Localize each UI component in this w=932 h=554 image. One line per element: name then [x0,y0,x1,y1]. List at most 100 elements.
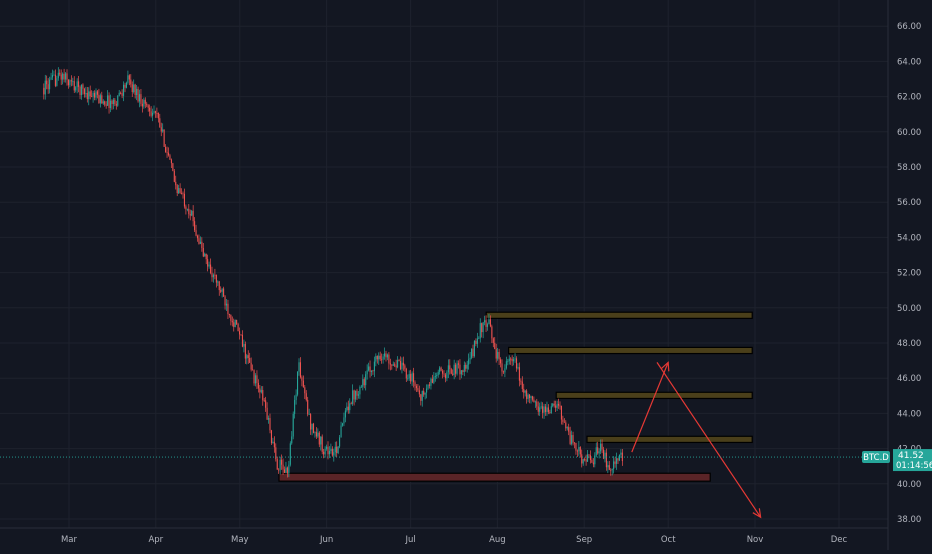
arrow-up-head[interactable] [661,361,670,372]
candle-body [331,448,333,456]
candle-body [305,393,307,400]
candle-body [112,99,114,105]
candle-body [211,272,213,278]
candle-body [78,81,80,87]
candle-body [104,101,106,105]
x-tick-label: Mar [61,535,78,545]
candle-body [350,403,352,405]
candle-body [62,73,64,80]
candle-body [275,447,277,460]
candle-body [501,363,503,372]
candle-body [508,358,510,362]
candle-body [604,452,606,459]
candle-body [523,388,525,393]
time-axis[interactable]: Mar Apr May Jun Jul Aug Sep Oct Nov Dec [61,535,848,545]
candle-body [314,432,316,433]
candle-body [555,405,557,408]
candle-body [179,188,181,193]
candle-body [85,93,87,95]
candle-body [204,253,206,257]
candle-body [252,369,254,371]
candle-body [475,340,477,344]
candle-body [589,455,591,460]
x-tick-label: Jul [404,535,415,545]
candle-body [186,208,188,210]
candle-body [402,362,404,366]
candle-body [327,446,329,455]
arrow-down-shaft[interactable] [656,362,762,518]
resistance-zone[interactable] [485,311,753,319]
candle-body [125,82,127,88]
candle-body [614,461,616,464]
candle-body [505,361,507,369]
candle-body [223,288,225,297]
x-tick-label: Aug [489,535,506,545]
symbol-label: BTC.D [863,453,889,463]
x-tick-label: Nov [747,535,764,545]
candle-body [424,392,426,395]
candle-body [423,391,425,395]
candle-body [156,112,158,114]
candle-body [515,358,518,369]
candle-body [394,364,396,366]
last-price-label: 41.52 [898,451,924,461]
candle-body [191,210,193,216]
resistance-zone[interactable] [508,346,753,355]
candle-body [578,447,580,452]
candle-body [497,351,499,359]
candle-body [428,384,431,386]
candle-body [49,79,51,90]
candle-body [259,388,261,393]
candle-body [507,361,509,362]
candle-body [379,355,381,360]
candle-body [542,406,544,413]
candle-body [610,469,612,471]
candle-body [455,364,457,374]
y-tick-label: 48.00 [897,339,921,349]
arrows[interactable] [631,361,762,519]
candle-body [192,210,194,222]
arrow-up-shaft[interactable] [631,362,669,453]
candle-body [128,75,130,80]
candle-body [262,390,264,401]
candle-body [215,274,217,283]
support-zone[interactable] [278,472,711,482]
candle-body [318,432,320,445]
candle-body [558,403,560,406]
candle-body [602,449,605,459]
candle-body [160,127,162,132]
candle-body [613,461,615,470]
candle-body [549,412,551,413]
candle-body [469,357,471,360]
candle-body [456,363,458,374]
candle-body [333,452,335,456]
resistance-zone[interactable] [586,435,753,444]
candle-body [227,303,229,315]
candle-body [620,452,622,455]
candle-body [294,399,296,414]
candle-body [234,319,236,327]
candle-body [53,74,55,76]
candle-body [405,368,407,379]
candle-body [426,388,428,393]
arrow-down-head[interactable] [752,508,762,519]
candle-body [594,455,596,465]
candle-body [527,394,529,399]
candle-body [356,390,358,396]
candle-body [526,390,528,399]
candle-body [446,372,448,379]
candle-body [91,96,93,98]
candle-body [442,370,444,374]
candle-body [310,414,312,430]
candle-body [581,454,583,464]
candle-body [478,338,480,340]
candle-body [86,93,88,100]
candle-body [250,362,252,370]
candle-body [244,344,246,359]
candle-body [560,406,562,420]
candle-body [520,380,522,382]
candle-body [552,403,554,407]
candle-body [401,362,403,370]
